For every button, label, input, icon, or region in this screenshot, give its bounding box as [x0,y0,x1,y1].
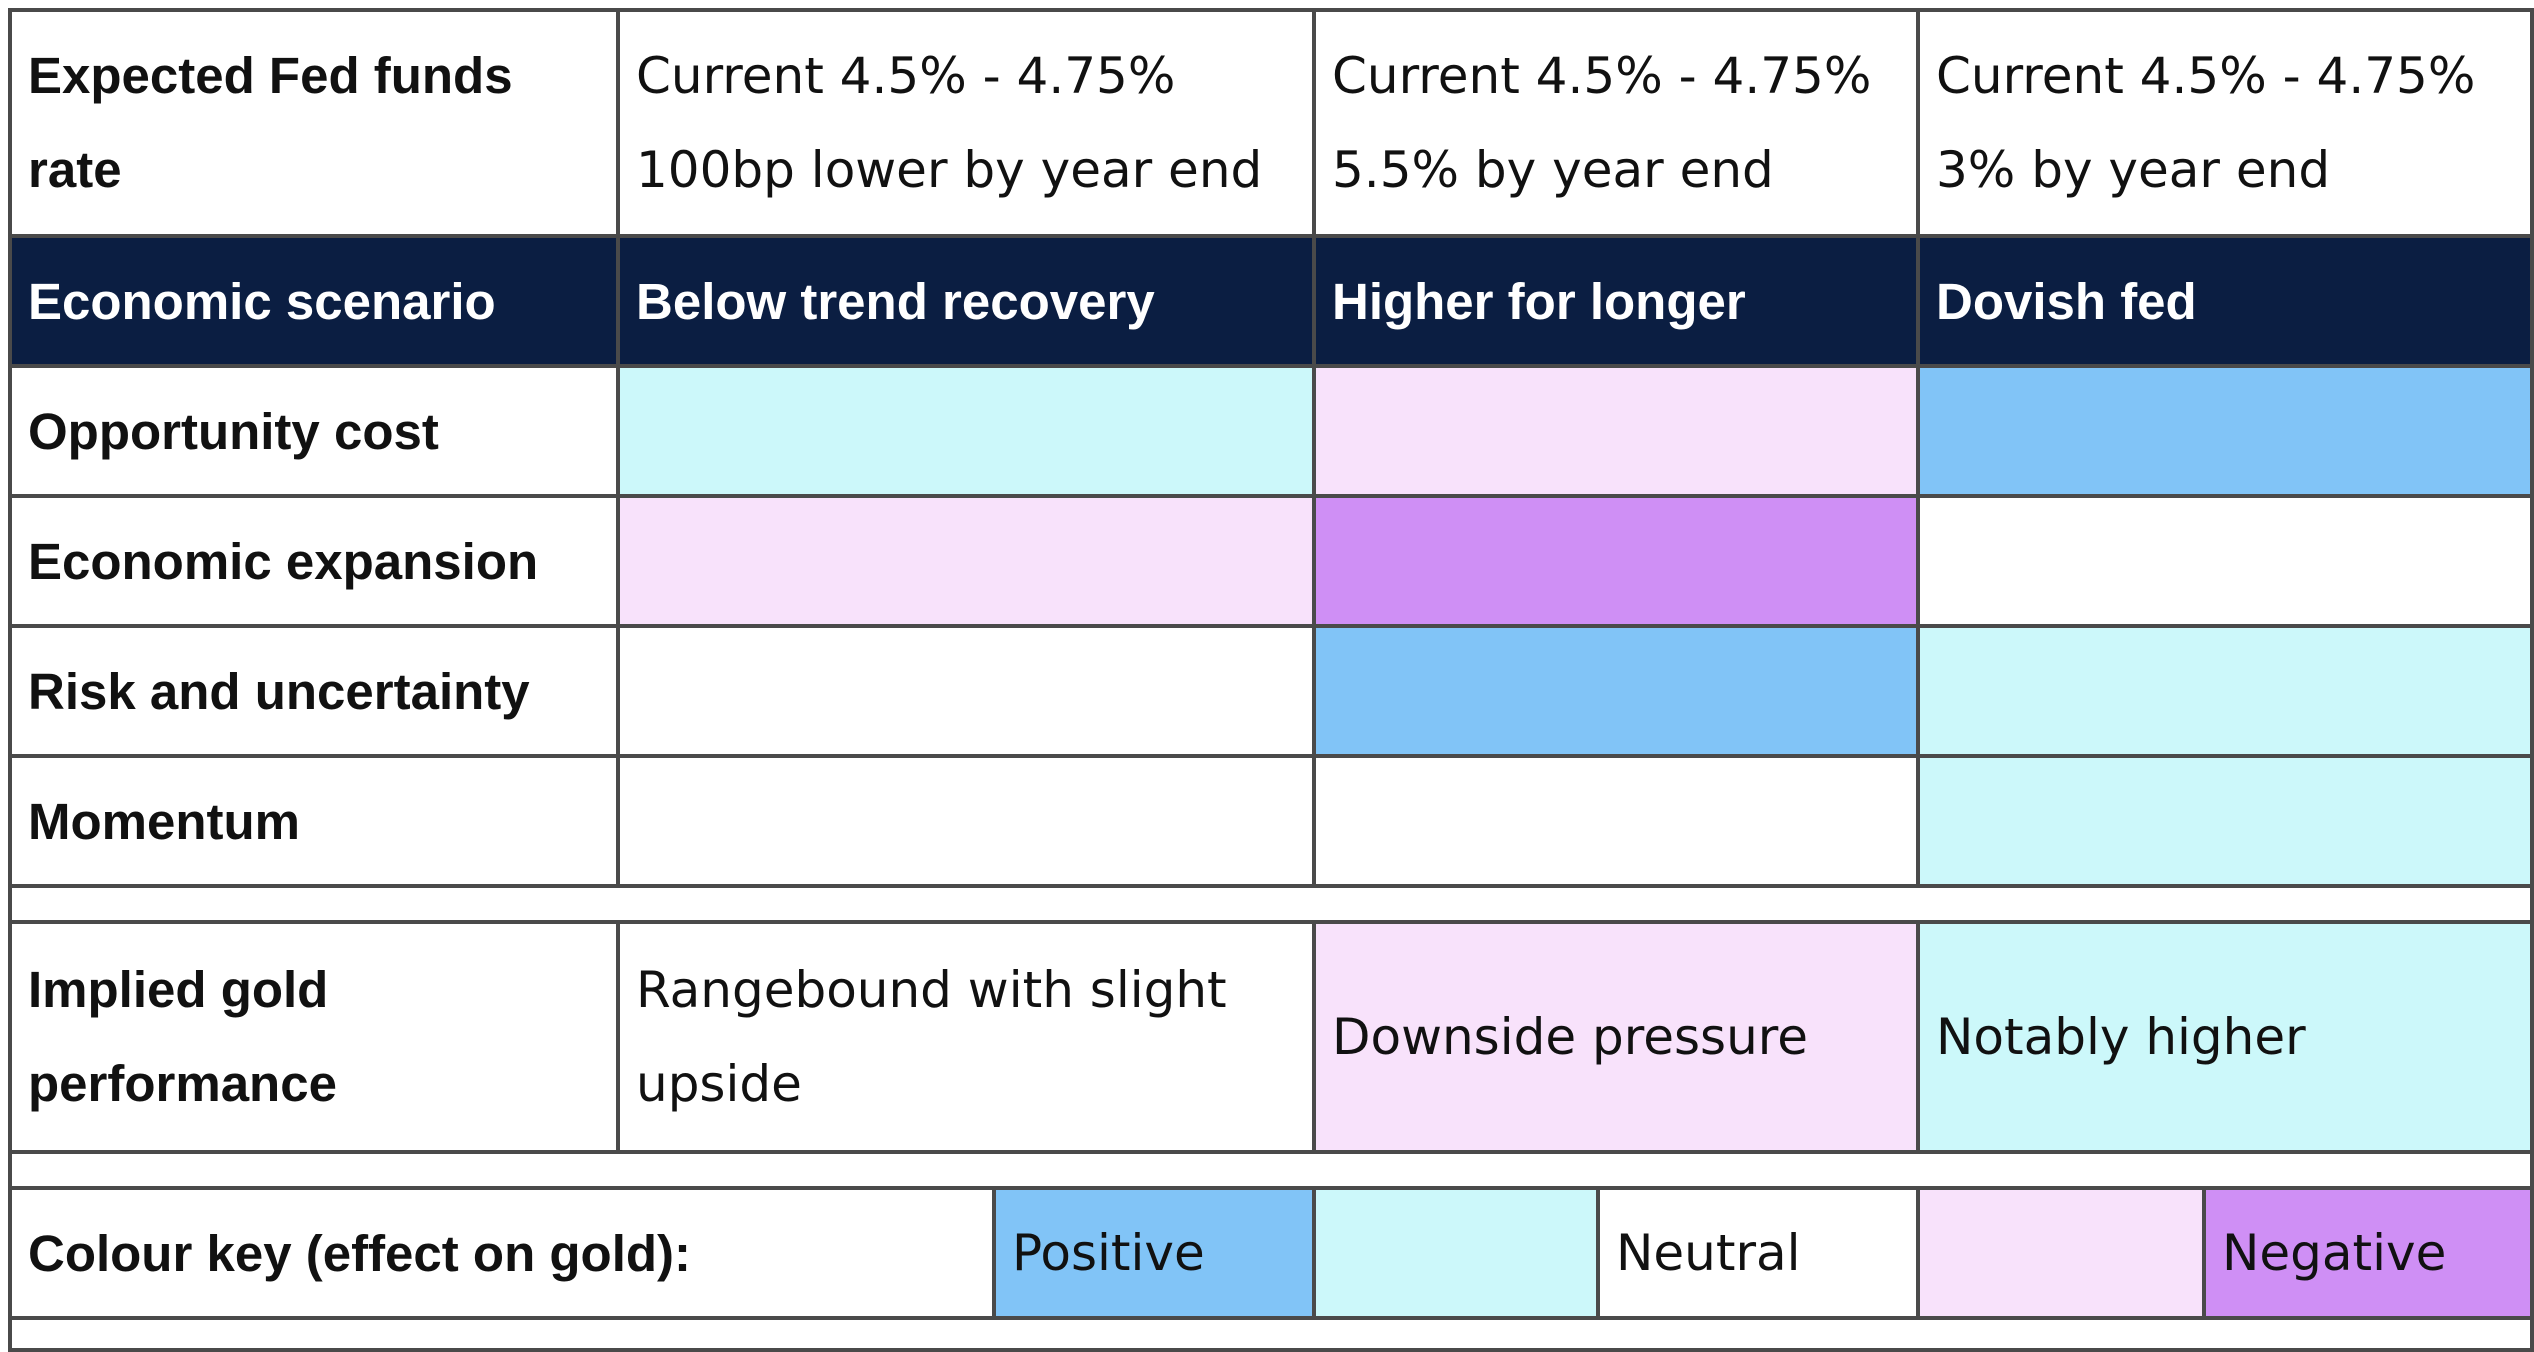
factor-cell [1312,364,1920,498]
spacer-row [8,884,2534,924]
scenario-header-label: Economic scenario [8,234,620,368]
scenario-header-dovish: Dovish fed [1916,234,2534,368]
implied-gold-dovish: Notably higher [1916,920,2534,1154]
factor-cell [1916,364,2534,498]
scenario-header-below-trend: Below trend recovery [616,234,1316,368]
factor-cell [616,624,1316,758]
spacer-row [8,1316,2534,1352]
fed-rate-higher-for-longer: Current 4.5% - 4.75% 5.5% by year end [1312,8,1920,238]
factor-cell [1312,624,1920,758]
factor-cell [616,494,1316,628]
factor-label-economic-expansion: Economic expansion [8,494,620,628]
implied-gold-below-trend: Rangebound with slight upside [616,920,1316,1154]
factor-label-opportunity-cost: Opportunity cost [8,364,620,498]
implied-gold-label: Implied gold performance [8,920,620,1154]
fed-rate-dovish: Current 4.5% - 4.75% 3% by year end [1916,8,2534,238]
factor-cell [1916,494,2534,628]
factor-cell [1312,754,1920,888]
factor-cell [616,364,1316,498]
scenario-header-higher-for-longer: Higher for longer [1312,234,1920,368]
factor-label-momentum: Momentum [8,754,620,888]
fed-rate-label: Expected Fed funds rate [8,8,620,238]
factor-label-risk-and-uncertainty: Risk and uncertainty [8,624,620,758]
key-positive: Positive [992,1186,1316,1320]
spacer-row [8,1150,2534,1190]
key-slightly-positive [1312,1186,1600,1320]
factor-cell [1916,624,2534,758]
factor-cell [1312,494,1920,628]
implied-gold-higher-for-longer: Downside pressure [1312,920,1920,1154]
factor-cell [616,754,1316,888]
key-neutral: Neutral [1596,1186,1920,1320]
factor-cell [1916,754,2534,888]
fed-rate-below-trend: Current 4.5% - 4.75% 100bp lower by year … [616,8,1316,238]
colour-key-label: Colour key (effect on gold): [8,1186,996,1320]
key-slightly-negative [1916,1186,2206,1320]
key-negative: Negative [2202,1186,2534,1320]
